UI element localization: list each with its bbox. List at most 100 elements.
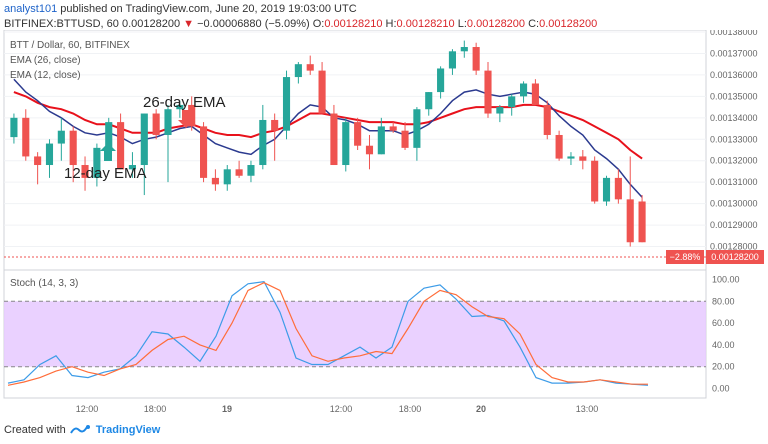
stoch-tick-label: 20.00 [712, 362, 735, 372]
price-tick-label: 0.00136000 [710, 70, 758, 80]
candle-down [354, 122, 362, 146]
candle-up [105, 122, 113, 148]
stoch-tick-label: 0.00 [712, 384, 730, 394]
last-price: 0.00128200 [121, 18, 181, 30]
low-label: L: [457, 18, 467, 30]
price-tick-label: 0.00129000 [710, 220, 758, 230]
stoch-tick-label: 60.00 [712, 318, 735, 328]
time-tick-label: 18:00 [399, 404, 422, 414]
up-arrow-icon [100, 143, 116, 161]
candle-up [93, 147, 101, 178]
candle-up [413, 109, 421, 148]
candle-up [294, 64, 302, 78]
candle-down [22, 117, 30, 157]
candle-up [567, 156, 575, 159]
stoch-k-line [7, 280, 649, 386]
last-price-badge [706, 250, 764, 264]
tradingview-logo-icon [69, 425, 90, 434]
candle-up [45, 143, 54, 166]
author-link[interactable]: analyst101 [4, 3, 58, 15]
candle-down [401, 130, 409, 148]
created-with-text: Created with [4, 424, 66, 436]
published-text: published on TradingView.com, June 20, 2… [57, 3, 357, 15]
symbol-label: BITFINEX:BTTUSD, 60 [4, 18, 119, 30]
candle-down [638, 201, 646, 243]
candle-down [235, 169, 243, 176]
price-tick-label: 0.00133000 [710, 134, 758, 144]
time-tick-label: 12:00 [330, 404, 353, 414]
stoch-legend: Stoch (14, 3, 3) [10, 278, 78, 289]
candle-up [520, 83, 528, 97]
price-tick-label: 0.00130000 [710, 199, 758, 209]
candle-up [164, 109, 172, 135]
candle-up [176, 104, 184, 110]
open-value: 0.00128210 [324, 18, 383, 30]
candle-up [425, 92, 433, 110]
change-badge [666, 250, 704, 264]
price-tick-label: 0.00131000 [710, 177, 758, 187]
legend-ema26: EMA (26, close) [10, 55, 81, 66]
candle-up [437, 68, 445, 93]
price-tick-label: 0.00137000 [710, 48, 758, 58]
down-arrow-icon [178, 110, 194, 128]
candle-down [117, 122, 125, 170]
price-chart[interactable]: 0.00138000 0.00137000 0.00136000 0.00135000… [0, 30, 768, 422]
candle-down [472, 47, 480, 71]
tradingview-brand[interactable]: TradingView [95, 424, 161, 436]
candle-down [306, 64, 314, 71]
stoch-axis: 100.00 80.00 60.00 40.00 20.00 0.00 [712, 274, 740, 393]
candle-up [460, 47, 468, 52]
stoch-tick-label: 80.00 [712, 296, 735, 306]
low-value: 0.00128200 [466, 18, 526, 30]
price-tick-label: 0.00138000 [710, 30, 758, 37]
stoch-tick-label: 40.00 [712, 340, 735, 350]
candle-up [448, 51, 456, 69]
candle-up [57, 130, 65, 144]
time-tick-label: 19 [222, 404, 232, 414]
candle-down [211, 177, 219, 185]
price-axis: 0.00138000 0.00137000 0.00136000 0.00135000… [710, 30, 758, 252]
price-tick-label: 0.00135000 [710, 91, 758, 101]
candle-up [259, 119, 267, 166]
legend-title: BTT / Dollar, 60, BITFINEX [10, 40, 130, 51]
ema12-annotation: 12-day EMA [64, 165, 147, 182]
candle-down [389, 126, 397, 131]
change-badge-text: −2.88% [670, 252, 701, 262]
candle-down [152, 113, 160, 135]
time-tick-label: 18:00 [144, 404, 167, 414]
candle-down [484, 70, 492, 114]
stoch-lines [7, 280, 649, 386]
high-value: 0.00128210 [396, 18, 455, 30]
candle-down [365, 145, 374, 155]
high-label: H: [385, 18, 397, 30]
candle-down [626, 199, 634, 243]
time-tick-label: 13:00 [576, 404, 599, 414]
candle-down [318, 70, 326, 114]
candle-down [330, 113, 338, 166]
candle-down [271, 119, 279, 131]
candle-up [508, 96, 516, 108]
last-price-badge-text: 0.00128200 [711, 252, 759, 262]
close-label: C: [528, 18, 540, 30]
candles [10, 40, 646, 247]
symbol-line: BITFINEX:BTTUSD, 60 0.00128200 ▼ −0.0000… [4, 17, 768, 31]
candle-down [69, 130, 77, 166]
candle-up [377, 126, 385, 155]
price-tick-label: 0.00128000 [710, 242, 758, 252]
ema26-annotation: 26-day EMA [143, 94, 226, 111]
candle-down [591, 160, 599, 202]
candle-down [579, 156, 587, 161]
down-arrow-icon: ▼ [183, 18, 195, 30]
footer: Created with TradingView [4, 424, 160, 436]
close-value: 0.00128200 [539, 18, 598, 30]
time-tick-label: 20 [476, 404, 486, 414]
candle-down [531, 83, 539, 105]
candle-down [614, 177, 622, 200]
price-change: −0.00006880 (−5.09%) [197, 18, 310, 30]
publish-line: analyst101 published on TradingView.com,… [4, 2, 768, 16]
time-axis: 12:00 18:00 19 12:00 18:00 20 13:00 [76, 404, 599, 414]
candle-up [282, 77, 291, 131]
candle-up [342, 122, 350, 166]
legend-ema12: EMA (12, close) [10, 70, 81, 81]
stoch-band [4, 301, 706, 367]
